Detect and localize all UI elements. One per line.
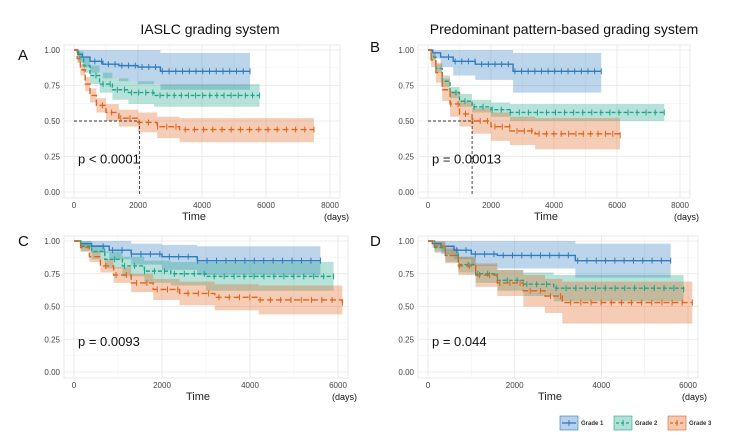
confidence-band-2 [428,50,665,121]
y-tick-label: 0.25 [398,335,414,344]
x-tick-label: 0 [426,381,431,390]
y-tick-label: 0.25 [44,153,60,162]
x-tick-label: 0 [426,201,431,210]
panel-d: 0.00 0.25 0.50 0.75 1.00 0 2000 4000 6000 Time (da… [370,233,707,403]
confidence-band-3 [428,50,621,151]
confidence-band-1 [428,241,671,278]
x-axis-label: Time [186,391,210,403]
x-tick-label: 8000 [671,201,689,210]
panel-letter: D [370,233,381,250]
panel-letter: C [18,233,29,250]
x-tick-label: 2000 [506,381,524,390]
y-tick-label: 0.75 [44,270,60,279]
confidence-band-2 [74,50,260,107]
x-tick-label: 2000 [129,201,147,210]
y-tick-label: 0.50 [44,117,60,126]
legend: Grade 1 Grade 2 Grade 3 [559,415,712,431]
confidence-band-2 [428,241,684,303]
panel-a: 0.00 0.25 0.50 0.75 1.00 0 2000 4000 6000 8000 Tim… [18,44,349,223]
confidence-band-3 [74,241,343,317]
legend-label-2: Grade 2 [635,421,658,427]
p-value-annotation: p = 0.00013 [432,152,501,167]
legend-label-1: Grade 1 [581,421,604,427]
x-axis-label: Time [182,211,206,223]
survival-curve-3 [428,49,621,136]
x-tick-label: 6000 [679,381,697,390]
y-tick-label: 1.00 [44,46,60,55]
p-value-annotation: p = 0.044 [432,334,487,349]
x-tick-label: 2000 [153,381,171,390]
panel-letter: B [370,39,380,56]
x-tick-label: 2000 [482,201,500,210]
x-axis-unit: (days) [324,212,349,222]
y-tick-label: 0.00 [44,188,60,197]
survival-curve-2 [74,240,334,278]
x-tick-label: 6000 [257,201,275,210]
survival-curve-2 [428,240,685,290]
y-tick-label: 1.00 [398,46,414,55]
p-value-annotation: p = 0.0093 [78,334,140,349]
x-tick-label: 4000 [592,381,610,390]
y-tick-label: 0.75 [44,82,60,91]
x-axis-unit: (days) [332,392,357,402]
y-tick-label: 0.50 [398,117,414,126]
column-title-iaslc: IASLC grading system [140,21,279,37]
survival-curve-1 [74,240,321,262]
x-tick-label: 4000 [241,381,259,390]
survival-curve-2 [74,49,260,97]
x-axis-label: Time [538,391,562,403]
x-tick-label: 0 [72,201,77,210]
survival-curve-1 [428,240,671,262]
y-tick-label: 1.00 [398,237,414,246]
y-tick-label: 1.00 [44,237,60,246]
y-tick-label: 0.25 [44,335,60,344]
x-tick-label: 4000 [193,201,211,210]
x-tick-label: 4000 [545,201,563,210]
x-axis-label: Time [534,211,558,223]
panel-letter: A [18,47,28,64]
confidence-band-2 [74,241,334,291]
survival-curve-2 [428,49,665,114]
p-value-annotation: p < 0.0001 [78,152,140,167]
panel-b: 0.00 0.25 0.50 0.75 1.00 0 2000 4000 6000 8000 Tim… [370,39,699,223]
y-tick-label: 0.25 [398,153,414,162]
survival-curve-3 [428,240,693,304]
survival-curve-3 [74,240,344,303]
column-title-predominant: Predominant pattern-based grading system [430,21,698,37]
km-panels: 0.00 0.25 0.50 0.75 1.00 0 2000 4000 6000 8000 Tim… [18,39,707,403]
y-tick-label: 0.00 [44,368,60,377]
y-tick-label: 0.75 [398,270,414,279]
survival-curve-1 [428,49,602,72]
y-tick-label: 0.50 [398,303,414,312]
x-tick-label: 8000 [321,201,339,210]
x-axis-unit: (days) [682,392,707,402]
x-axis-unit: (days) [674,212,699,222]
y-tick-label: 0.50 [44,303,60,312]
confidence-band-3 [74,50,314,143]
y-tick-label: 0.00 [398,368,414,377]
x-tick-label: 0 [72,381,77,390]
x-tick-label: 6000 [329,381,347,390]
x-tick-label: 6000 [608,201,626,210]
confidence-band-3 [428,241,693,324]
panel-c: 0.00 0.25 0.50 0.75 1.00 0 2000 4000 6000 Time (da… [18,233,357,403]
legend-label-3: Grade 3 [689,421,712,427]
y-tick-label: 0.00 [398,188,414,197]
y-tick-label: 0.75 [398,82,414,91]
